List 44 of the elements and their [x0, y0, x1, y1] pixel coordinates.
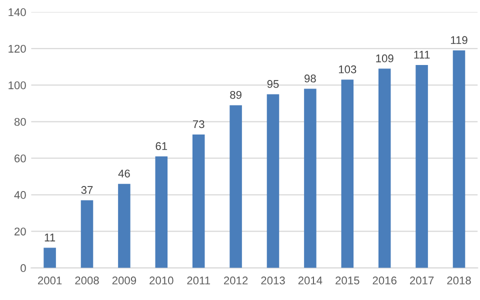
bar	[192, 134, 205, 268]
bar	[80, 200, 94, 268]
x-tick-label: 2008	[75, 276, 99, 284]
data-label: 11	[44, 234, 56, 242]
y-tick-label: 60	[14, 154, 26, 162]
x-tick-label: 2012	[224, 276, 248, 284]
y-tick-label: 120	[8, 44, 26, 53]
data-label: 95	[267, 80, 279, 88]
x-tick-label: 2009	[112, 276, 136, 284]
bar	[266, 94, 280, 268]
y-tick-label: 20	[14, 228, 26, 236]
bar	[304, 88, 316, 268]
y-tick-label: 80	[14, 118, 26, 126]
y-tick-label: 0	[20, 264, 26, 272]
bar	[452, 50, 466, 268]
bar	[230, 105, 242, 268]
bar	[155, 156, 168, 268]
bar	[378, 68, 391, 268]
data-label: 119	[450, 36, 468, 44]
x-tick-label: 2018	[447, 276, 471, 284]
y-tick-label: 140	[8, 8, 26, 16]
data-label: 109	[376, 54, 394, 62]
y-tick-label: 40	[14, 191, 26, 199]
bar	[118, 184, 130, 268]
x-tick-label: 2011	[187, 276, 210, 284]
x-tick-label: 2013	[261, 276, 285, 284]
bar	[416, 65, 428, 268]
x-tick-label: 2017	[410, 276, 434, 284]
data-label: 46	[118, 170, 130, 178]
data-label: 73	[192, 120, 204, 128]
y-tick-label: 100	[8, 81, 26, 90]
x-tick-label: 2014	[298, 276, 322, 284]
data-label: 98	[304, 74, 316, 82]
x-tick-label: 2016	[372, 276, 396, 284]
x-tick-label: 2010	[150, 276, 174, 284]
data-label: 61	[156, 142, 168, 150]
x-tick-label: 2001	[38, 276, 62, 284]
data-label: 103	[338, 65, 356, 74]
x-tick-label: 2015	[336, 276, 360, 284]
data-label: 89	[230, 90, 242, 99]
data-label: 37	[81, 186, 93, 194]
data-label: 111	[414, 50, 430, 59]
bar	[341, 80, 354, 268]
bar	[44, 248, 56, 268]
